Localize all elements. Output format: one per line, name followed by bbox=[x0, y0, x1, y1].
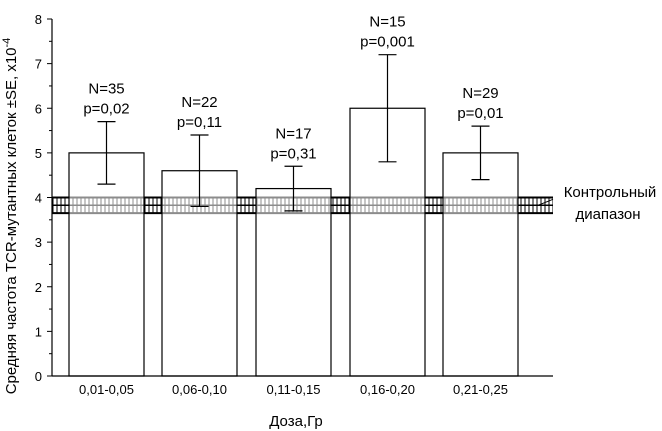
y-tick-label-6: 6 bbox=[35, 101, 42, 116]
y-tick-label-4: 4 bbox=[35, 191, 42, 206]
y-tick-label-3: 3 bbox=[35, 235, 42, 250]
control-range-label-line2: диапазон bbox=[575, 206, 640, 223]
annotation-p-1: p=0,02 bbox=[83, 101, 129, 118]
x-tick-label-2: 0,06-0,10 bbox=[172, 382, 227, 397]
x-axis-title: Доза,Гр bbox=[269, 413, 323, 430]
annotation-p-5: p=0,01 bbox=[457, 105, 503, 122]
annotation-n-1: N=35 bbox=[88, 81, 124, 98]
annotation-n-4: N=15 bbox=[369, 14, 405, 31]
y-tick-label-0: 0 bbox=[35, 369, 42, 384]
y-tick-label-1: 1 bbox=[35, 324, 42, 339]
y-tick-label-5: 5 bbox=[35, 146, 42, 161]
y-tick-label-7: 7 bbox=[35, 57, 42, 72]
annotation-n-2: N=22 bbox=[181, 94, 217, 111]
y-axis-title: Средняя частота TCR-мутантных клеток ±SE… bbox=[1, 38, 20, 395]
x-tick-label-4: 0,16-0,20 bbox=[360, 382, 415, 397]
annotation-n-5: N=29 bbox=[462, 85, 498, 102]
annotation-p-3: p=0,31 bbox=[270, 145, 316, 162]
y-axis-title-exponent: -4 bbox=[1, 38, 13, 48]
annotation-p-4: p=0,001 bbox=[360, 34, 415, 51]
control-range-label-line1: Контрольный bbox=[564, 184, 657, 201]
y-tick-label-2: 2 bbox=[35, 280, 42, 295]
control-range-leader-line bbox=[537, 198, 554, 206]
y-tick-label-8: 8 bbox=[35, 12, 42, 27]
annotation-p-2: p=0,11 bbox=[177, 114, 222, 131]
y-axis-title-main: Средняя частота TCR-мутантных клеток ±SE… bbox=[3, 47, 20, 394]
bar-1 bbox=[68, 152, 145, 377]
x-tick-label-3: 0,11-0,15 bbox=[267, 382, 321, 397]
x-tick-label-1: 0,01-0,05 bbox=[79, 382, 134, 397]
bar-3 bbox=[255, 187, 332, 377]
bar-5 bbox=[442, 152, 519, 377]
annotation-n-3: N=17 bbox=[275, 125, 311, 142]
x-tick-label-5: 0,21-0,25 bbox=[453, 382, 508, 397]
